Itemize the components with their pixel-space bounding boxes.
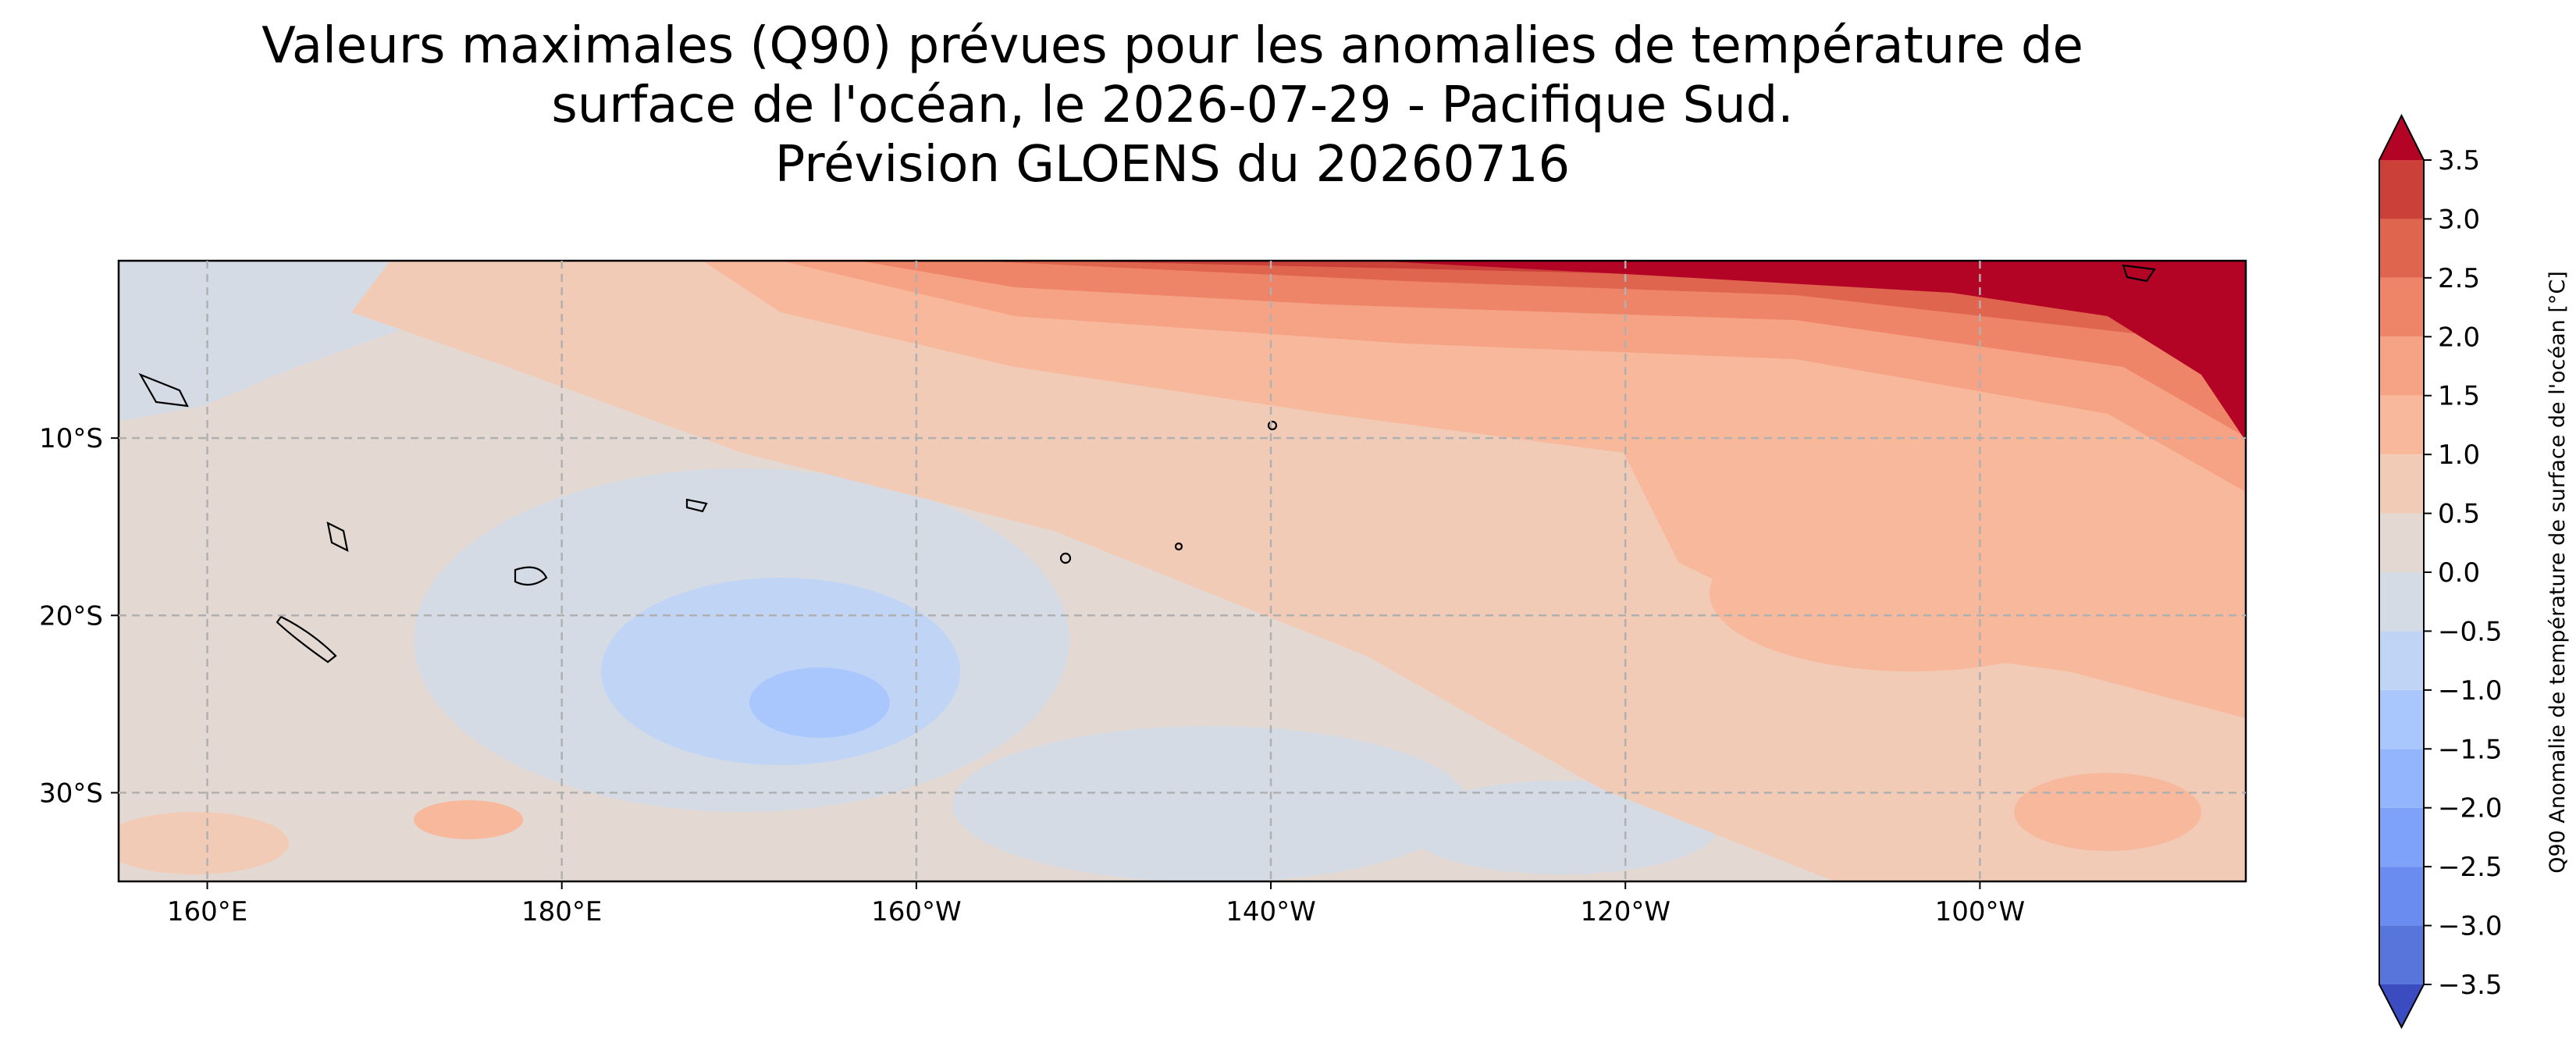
colorbar-bin xyxy=(2379,513,2424,572)
colorbar-bin xyxy=(2379,572,2424,632)
map-frame xyxy=(117,259,2247,883)
island xyxy=(1059,552,1072,564)
colorbar-tick-label: 2.0 xyxy=(2438,322,2480,353)
colorbar-tick-label: 0.5 xyxy=(2438,499,2480,530)
x-tick-label: 120°W xyxy=(1580,896,1670,927)
island xyxy=(514,566,548,586)
colorbar-bin xyxy=(2379,925,2424,984)
title-line: surface de l'océan, le 2026-07-29 - Paci… xyxy=(551,77,1793,134)
colorbar-tick-label: 2.5 xyxy=(2438,263,2480,294)
colorbar-tick-label: −1.5 xyxy=(2438,734,2503,765)
title-line: Prévision GLOENS du 20260716 xyxy=(775,136,1571,194)
x-tick-label: 100°W xyxy=(1935,896,2026,927)
island xyxy=(685,498,708,513)
island xyxy=(326,522,349,552)
colorbar-bin xyxy=(2379,867,2424,926)
colorbar-tick-label: −3.5 xyxy=(2438,970,2503,1001)
colorbar-bin xyxy=(2379,336,2424,396)
island xyxy=(138,372,189,408)
field-warm xyxy=(1710,515,2115,671)
colorbar-label: Q90 Anomalie de température de surface d… xyxy=(2546,271,2570,874)
field-warm xyxy=(2014,773,2201,851)
field-cool xyxy=(601,578,960,765)
colorbar-tick-label: −1.0 xyxy=(2438,675,2503,707)
colorbar-tick-label: 1.5 xyxy=(2438,381,2480,412)
colorbar-bin xyxy=(2379,160,2424,219)
title-line: Valeurs maximales (Q90) prévues pour les… xyxy=(262,17,2083,75)
colorbar-tick-label: 3.0 xyxy=(2438,204,2480,235)
colorbar-tick-label: −2.0 xyxy=(2438,793,2503,824)
x-tick-label: 180°E xyxy=(521,896,602,927)
colorbar-bin xyxy=(2379,807,2424,867)
colorbar-tick-label: 3.5 xyxy=(2438,145,2480,176)
sst-field xyxy=(119,261,2246,881)
field-warm xyxy=(1374,261,2246,441)
field-warm xyxy=(119,812,289,874)
colorbar-bin xyxy=(2379,631,2424,690)
island xyxy=(2122,264,2156,283)
field-cool xyxy=(1405,781,1717,874)
colorbar-bin xyxy=(2379,395,2424,455)
colorbar-bin xyxy=(2379,454,2424,514)
colorbar-extend-max xyxy=(2379,116,2424,160)
colorbar-bin xyxy=(2379,277,2424,337)
colorbar-bin xyxy=(2379,219,2424,278)
colorbar-tick-label: −3.0 xyxy=(2438,911,2503,942)
colorbar-tick-label: −2.5 xyxy=(2438,852,2503,883)
y-tick-label: 20°S xyxy=(39,600,103,632)
field-cool xyxy=(749,667,890,738)
island xyxy=(276,615,337,664)
colorbar-extend-min xyxy=(2379,984,2424,1027)
island xyxy=(1174,542,1183,551)
y-tick-label: 10°S xyxy=(39,423,103,454)
colorbar-bin xyxy=(2379,689,2424,749)
colorbar-bin xyxy=(2379,749,2424,808)
colorbar-tick-label: −0.5 xyxy=(2438,616,2503,647)
x-tick-label: 160°W xyxy=(871,896,962,927)
colorbar-tick-label: 0.0 xyxy=(2438,557,2480,589)
field-cool xyxy=(952,726,1468,881)
colorbar-tick-label: 1.0 xyxy=(2438,440,2480,471)
x-tick-label: 160°E xyxy=(167,896,247,927)
field-warm xyxy=(976,261,2246,406)
field-warm xyxy=(414,800,523,839)
x-tick-label: 140°W xyxy=(1226,896,1316,927)
y-tick-label: 30°S xyxy=(39,778,103,809)
island xyxy=(1267,420,1278,431)
